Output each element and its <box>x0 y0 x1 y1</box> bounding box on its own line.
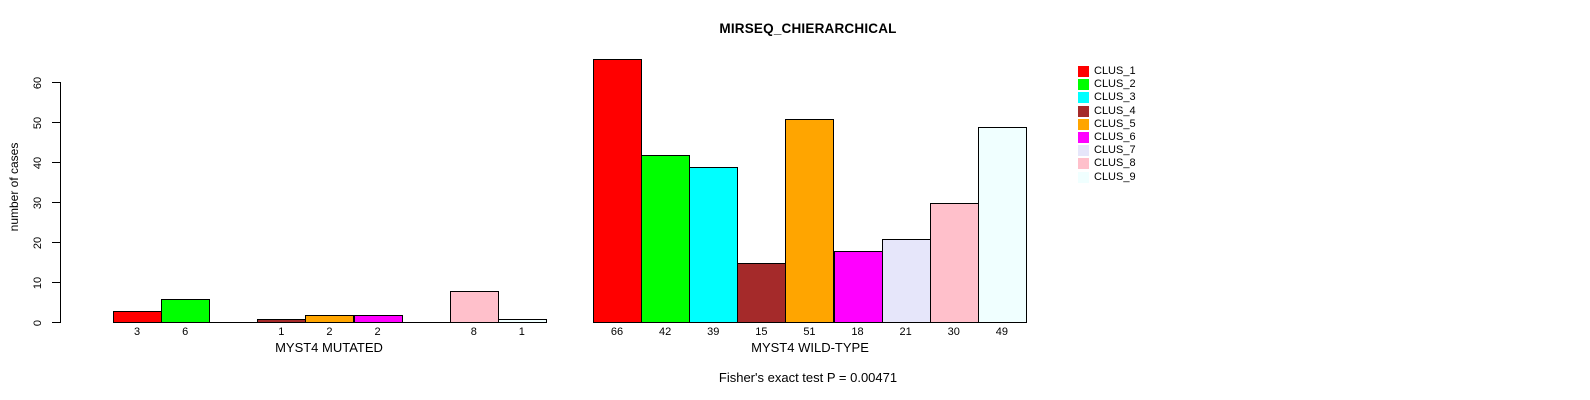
bar-clus_7-group2 <box>881 239 931 323</box>
legend-swatch-clus_9 <box>1078 171 1089 183</box>
y-axis-line <box>60 82 61 323</box>
y-tick-label: 50 <box>32 116 44 129</box>
bar-value-label: 2 <box>326 326 333 338</box>
bar-clus_9-group2 <box>977 127 1027 323</box>
y-tick <box>52 282 60 283</box>
legend-item: CLUS_4 <box>1078 104 1136 117</box>
y-tick-label: 60 <box>32 76 44 89</box>
bar-clus_5-group1 <box>305 315 355 323</box>
legend-swatch-clus_7 <box>1078 145 1089 157</box>
bar-clus_2-group1 <box>161 299 211 323</box>
bar-clus_8-group1 <box>449 291 499 323</box>
bar-value-label: 18 <box>851 326 864 338</box>
bar-value-label: 49 <box>995 326 1008 338</box>
bar-clus_9-group1 <box>497 319 547 323</box>
bar-clus_1-group2 <box>593 59 643 323</box>
y-tick-label: 30 <box>32 196 44 209</box>
y-tick-label: 40 <box>32 156 44 169</box>
legend-swatch-clus_1 <box>1078 66 1089 77</box>
legend-label: CLUS_3 <box>1094 91 1136 104</box>
legend-swatch-clus_5 <box>1078 118 1089 130</box>
bar-value-label: 3 <box>133 326 141 338</box>
legend: CLUS_1 CLUS_2 CLUS_3 CLUS_4 CLUS_5 CLUS_6 CLUS… <box>1078 66 1136 183</box>
legend-label: CLUS_7 <box>1094 144 1136 157</box>
legend-swatch-clus_3 <box>1078 92 1089 104</box>
legend-label: CLUS_1 <box>1094 65 1136 77</box>
y-tick <box>52 82 60 83</box>
legend-item: CLUS_9 <box>1078 170 1136 183</box>
y-tick <box>52 242 60 243</box>
bar-value-label: 6 <box>182 326 189 338</box>
legend-swatch-clus_6 <box>1078 131 1089 143</box>
y-tick-label: 20 <box>32 236 44 249</box>
x-axis-label-mutated: MYST4 MUTATED <box>275 340 383 355</box>
legend-label: CLUS_9 <box>1094 170 1136 183</box>
legend-item: CLUS_1 <box>1078 66 1136 77</box>
bar-clus_4-group1 <box>257 319 307 323</box>
legend-item: CLUS_2 <box>1078 78 1136 91</box>
annotation-fisher-test: Fisher's exact test P = 0.00471 <box>718 370 898 385</box>
legend-item: CLUS_8 <box>1078 157 1136 170</box>
legend-label: CLUS_8 <box>1094 157 1136 170</box>
y-axis-label: number of cases <box>7 142 21 232</box>
bar-clus_6-group1 <box>353 315 403 323</box>
bar-value-label: 51 <box>803 326 816 338</box>
bar-value-label: 39 <box>707 326 720 338</box>
legend-swatch-clus_8 <box>1078 158 1089 170</box>
bar-clus_6-group2 <box>833 251 883 323</box>
bar-value-label: 2 <box>374 326 381 338</box>
legend-item: CLUS_7 <box>1078 144 1136 157</box>
legend-item: CLUS_6 <box>1078 130 1136 143</box>
bar-value-label: 1 <box>518 326 525 338</box>
x-axis-label-wild-type: MYST4 WILD-TYPE <box>751 340 869 355</box>
y-tick <box>52 162 60 163</box>
bar-clus_4-group2 <box>737 263 787 323</box>
bar-clus_2-group2 <box>641 155 691 323</box>
y-tick-label: 10 <box>32 276 44 289</box>
legend-swatch-clus_4 <box>1078 105 1089 117</box>
legend-item: CLUS_3 <box>1078 91 1136 104</box>
legend-label: CLUS_6 <box>1094 130 1136 143</box>
legend-label: CLUS_2 <box>1094 78 1136 91</box>
y-tick <box>52 202 60 203</box>
bar-value-label: 42 <box>659 326 672 338</box>
legend-swatch-clus_2 <box>1078 79 1089 91</box>
bar-value-label: 1 <box>278 326 285 338</box>
legend-item: CLUS_5 <box>1078 117 1136 130</box>
bar-clus_1-group1 <box>113 311 163 323</box>
bar-value-label: 8 <box>470 326 477 338</box>
y-tick-label: 0 <box>32 319 44 326</box>
bar-clus_5-group2 <box>785 119 835 323</box>
bar-clus_8-group2 <box>929 203 979 323</box>
legend-label: CLUS_5 <box>1094 117 1136 130</box>
bar-value-label: 15 <box>755 326 768 338</box>
bar-clus_3-group2 <box>689 167 739 323</box>
bar-value-label: 30 <box>947 326 960 338</box>
chart-title: MIRSEQ_CHIERARCHICAL <box>719 21 897 36</box>
y-tick <box>52 322 60 323</box>
bar-value-label: 21 <box>899 326 912 338</box>
y-tick <box>52 122 60 123</box>
legend-label: CLUS_4 <box>1094 104 1136 117</box>
bar-value-label: 66 <box>610 326 624 338</box>
